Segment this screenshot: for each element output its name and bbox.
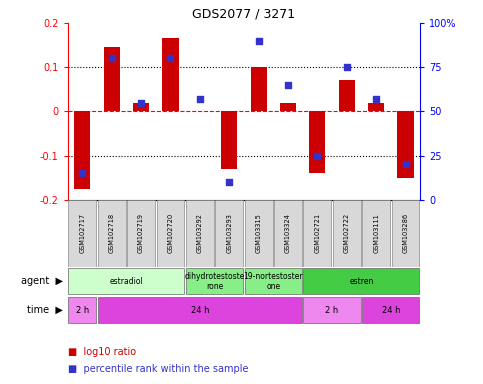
Text: GSM102720: GSM102720 (168, 213, 173, 253)
Text: 24 h: 24 h (191, 306, 209, 314)
Bar (133, 103, 149, 111)
Bar (280, 103, 296, 111)
Bar (303, 268, 419, 294)
Bar (98, 200, 126, 267)
Point (108, 55, 115, 61)
Title: GDS2077 / 3271: GDS2077 / 3271 (192, 7, 296, 20)
Text: agent  ▶: agent ▶ (21, 276, 63, 286)
Text: dihydrotestoste
rone: dihydrotestoste rone (185, 271, 245, 291)
Bar (221, 111, 237, 169)
Text: GSM103324: GSM103324 (285, 213, 291, 253)
Bar (69, 297, 96, 323)
Bar (251, 67, 267, 111)
Text: ■  log10 ratio: ■ log10 ratio (68, 347, 136, 357)
Point (313, 152, 321, 159)
Bar (104, 47, 120, 111)
Bar (215, 200, 243, 267)
Bar (368, 103, 384, 111)
Text: GSM102722: GSM102722 (344, 213, 350, 253)
Bar (274, 200, 302, 267)
Point (255, 38, 262, 44)
Bar (186, 200, 214, 267)
Bar (398, 111, 413, 178)
Bar (127, 200, 155, 267)
Text: GSM102721: GSM102721 (314, 213, 320, 253)
Text: GSM103293: GSM103293 (226, 214, 232, 253)
Point (196, 96, 204, 102)
Bar (245, 268, 302, 294)
Text: GSM103292: GSM103292 (197, 213, 203, 253)
Text: GSM103315: GSM103315 (256, 214, 262, 253)
Bar (303, 200, 331, 267)
Point (78, 170, 86, 176)
Bar (339, 81, 355, 111)
Bar (162, 38, 179, 111)
Bar (69, 200, 96, 267)
Text: 2 h: 2 h (326, 306, 339, 314)
Bar (333, 200, 361, 267)
Text: GSM103286: GSM103286 (402, 213, 409, 253)
Point (226, 179, 233, 185)
Point (402, 161, 410, 167)
Bar (74, 111, 90, 189)
Bar (186, 268, 243, 294)
Text: 24 h: 24 h (382, 306, 400, 314)
Bar (309, 111, 326, 173)
Bar (392, 200, 419, 267)
Bar (362, 297, 419, 323)
Bar (362, 200, 390, 267)
Point (167, 55, 174, 61)
Text: estren: estren (349, 277, 374, 286)
Text: estradiol: estradiol (110, 277, 143, 286)
Bar (98, 297, 302, 323)
Text: GSM102717: GSM102717 (79, 213, 85, 253)
Point (284, 82, 292, 88)
Bar (69, 268, 185, 294)
Bar (303, 297, 361, 323)
Point (343, 64, 351, 70)
Point (372, 96, 380, 102)
Text: GSM102719: GSM102719 (138, 213, 144, 253)
Bar (156, 200, 185, 267)
Text: 19-nortestoster
one: 19-nortestoster one (243, 271, 303, 291)
Point (137, 99, 145, 106)
Text: time  ▶: time ▶ (27, 305, 63, 315)
Text: 2 h: 2 h (76, 306, 89, 314)
Text: GSM102718: GSM102718 (109, 213, 114, 253)
Text: ■  percentile rank within the sample: ■ percentile rank within the sample (68, 364, 248, 374)
Text: GSM103111: GSM103111 (373, 214, 379, 253)
Bar (245, 200, 272, 267)
